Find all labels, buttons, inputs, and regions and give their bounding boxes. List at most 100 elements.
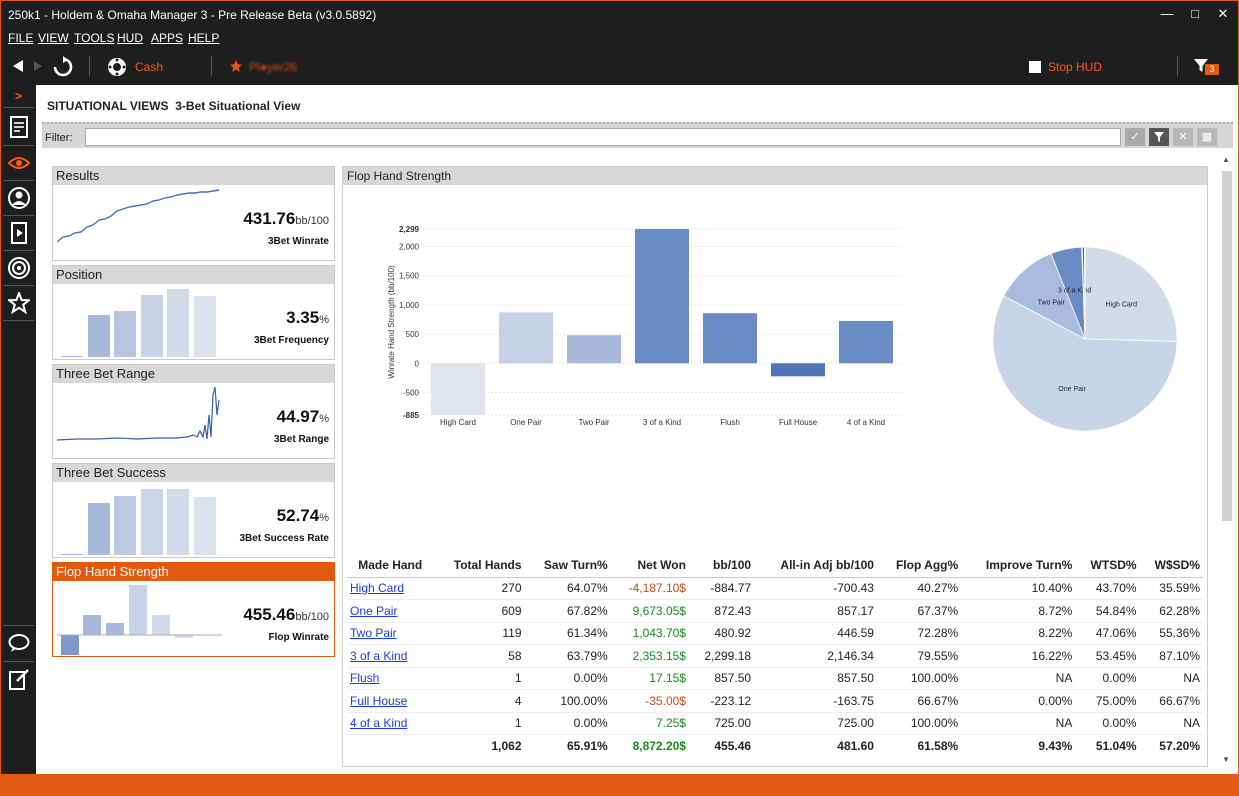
pie-slice-one-pair[interactable] <box>993 295 1178 432</box>
pie-slice-two-pair[interactable] <box>1003 252 1086 340</box>
bar-full-house[interactable] <box>771 363 825 377</box>
filter-input[interactable] <box>85 128 1121 146</box>
forward-arrow-icon[interactable] <box>33 61 43 71</box>
table-cell: High Card <box>347 577 434 600</box>
table-cell: 9,673.05$ <box>610 599 689 623</box>
made-hand-link[interactable]: 3 of a Kind <box>350 648 408 663</box>
column-header[interactable]: Total Hands <box>433 553 525 578</box>
apply-filter-button[interactable]: ✓ <box>1125 128 1145 146</box>
bar-flush[interactable] <box>703 313 757 364</box>
pie-label: Two Pair <box>1038 299 1066 306</box>
table-cell: 66.67% <box>1139 689 1203 713</box>
made-hand-link[interactable]: High Card <box>350 581 405 596</box>
table-cell: 725.00 <box>754 712 877 735</box>
table-cell: 872.43 <box>688 599 755 623</box>
bar-3-of-a-kind[interactable] <box>635 228 689 364</box>
save-filter-button[interactable]: ▩ <box>1197 128 1217 146</box>
sidebar-item-situational-views[interactable] <box>1 146 36 180</box>
table-row[interactable]: Full House 4 100.00% -35.00$ -223.12 -163.75 6… <box>347 689 1203 713</box>
toolbar-divider <box>89 56 90 76</box>
menu-tools[interactable]: TOOLS <box>74 31 115 45</box>
clear-filter-button[interactable]: ✕ <box>1173 128 1193 146</box>
made-hand-link[interactable]: One Pair <box>350 603 398 618</box>
maximize-icon[interactable]: □ <box>1191 6 1199 21</box>
table-row[interactable]: Flush 1 0.00% 17.15$ 857.50 857.50 100.00% NA 0.… <box>347 667 1203 690</box>
made-hand-link[interactable]: Flush <box>350 671 380 686</box>
column-header[interactable]: Improve Turn% <box>961 553 1076 578</box>
refresh-icon[interactable] <box>52 56 74 78</box>
pie-label: 3 of a Kind <box>1058 287 1092 294</box>
table-cell: -163.75 <box>754 689 877 713</box>
stat-card-three-bet-range[interactable]: Three Bet Range 44.97% 3Bet Range <box>52 364 335 459</box>
scroll-up-icon[interactable]: ▲ <box>1222 155 1230 164</box>
pie-label: High Card <box>1105 302 1137 309</box>
expand-sidebar-icon[interactable]: > <box>14 89 22 103</box>
back-arrow-icon[interactable] <box>12 60 24 72</box>
filter-icon[interactable] <box>1194 59 1208 73</box>
bar-high-card[interactable] <box>431 363 485 415</box>
game-type-button[interactable]: Cash <box>135 60 164 74</box>
sidebar-item-reports[interactable] <box>1 110 36 144</box>
sidebar-item-notes[interactable] <box>1 662 36 696</box>
table-row[interactable]: One Pair 609 67.82% 9,673.05$ 872.43 857.17 67… <box>347 599 1203 623</box>
stat-card-position[interactable]: Position 3.35% 3Bet Frequency <box>52 265 335 360</box>
sidebar-item-favorites[interactable] <box>1 286 36 320</box>
menu-view[interactable]: VIEW <box>38 31 69 45</box>
menu-help[interactable]: HELP <box>188 31 220 45</box>
card-value: 44.97% <box>276 407 329 426</box>
scrollbar-thumb[interactable] <box>1222 171 1232 521</box>
table-row[interactable]: High Card 270 64.07% -4,187.10$ -884.77 -700.… <box>347 577 1203 600</box>
column-header[interactable]: All-in Adj bb/100 <box>754 553 877 578</box>
close-icon[interactable]: ✕ <box>1217 6 1229 21</box>
card-subtitle: Flop Winrate <box>268 632 329 643</box>
column-header[interactable]: Net Won <box>610 553 689 578</box>
column-header[interactable]: WTSD% <box>1075 553 1140 578</box>
menu-apps[interactable]: APPS <box>151 31 184 45</box>
table-cell: 40.27% <box>876 577 962 600</box>
radar-icon <box>7 257 30 279</box>
table-cell: 67.82% <box>524 599 611 623</box>
column-header[interactable]: W$SD% <box>1139 553 1203 578</box>
minimize-icon[interactable]: — <box>1160 6 1174 21</box>
chat-bubble-icon <box>8 634 29 652</box>
scroll-down-icon[interactable]: ▼ <box>1222 755 1230 764</box>
sidebar-item-players[interactable] <box>1 181 36 215</box>
table-cell: 2,299.18 <box>688 644 755 668</box>
pie-label: One Pair <box>1058 386 1086 393</box>
bar-one-pair[interactable] <box>499 312 553 364</box>
stop-hud-checkbox[interactable] <box>1029 61 1041 73</box>
table-cell: 7.25$ <box>610 712 689 735</box>
column-header[interactable]: Flop Agg% <box>876 553 962 578</box>
bar-4-of-a-kind[interactable] <box>839 320 893 364</box>
sidebar-item-chat[interactable] <box>1 626 36 660</box>
table-row[interactable]: Two Pair 119 61.34% 1,043.70$ 480.92 446.59 72… <box>347 622 1203 645</box>
made-hand-link[interactable]: 4 of a Kind <box>350 716 408 731</box>
card-title: Position <box>53 266 334 284</box>
table-cell: 1 <box>433 667 525 690</box>
table-cell: 79.55% <box>876 644 962 668</box>
table-cell: 8.22% <box>961 622 1076 645</box>
sidebar-item-replayer[interactable] <box>1 216 36 250</box>
column-header[interactable]: bb/100 <box>688 553 755 578</box>
menu-hud[interactable]: HUD <box>117 31 143 45</box>
column-header[interactable]: Saw Turn% <box>524 553 611 578</box>
player-name-button[interactable]: Pl●yer26 <box>249 60 297 74</box>
made-hand-link[interactable]: Two Pair <box>350 626 397 641</box>
table-row[interactable]: 4 of a Kind 1 0.00% 7.25$ 725.00 725.00 100.00… <box>347 712 1203 735</box>
stat-card-flop-hand-strength[interactable]: Flop Hand Strength 455.46bb/100 Flop Win… <box>52 562 335 657</box>
column-header[interactable]: Made Hand <box>347 553 434 578</box>
made-hand-link[interactable]: Full House <box>350 693 408 708</box>
stat-card-three-bet-success[interactable]: Three Bet Success 52.74% 3Bet Success Ra… <box>52 463 335 558</box>
stop-hud-button[interactable]: Stop HUD <box>1048 60 1103 74</box>
menu-file[interactable]: FILE <box>8 31 34 45</box>
stat-card-results[interactable]: Results 431.76bb/100 3Bet Winrate <box>52 166 335 261</box>
pie-slice-4-of-a-kind[interactable] <box>1084 247 1086 340</box>
table-cell: Flush <box>347 667 434 690</box>
table-row[interactable]: 3 of a Kind 58 63.79% 2,353.15$ 2,299.18 2,14… <box>347 644 1203 668</box>
pie-slice-high-card[interactable] <box>1084 247 1178 342</box>
sidebar-item-radar[interactable] <box>1 251 36 285</box>
card-title: Three Bet Range <box>53 365 334 383</box>
bar-two-pair[interactable] <box>567 335 621 364</box>
vertical-scrollbar[interactable]: ▲ ▼ <box>1219 155 1234 770</box>
filter-options-button[interactable] <box>1149 128 1169 146</box>
